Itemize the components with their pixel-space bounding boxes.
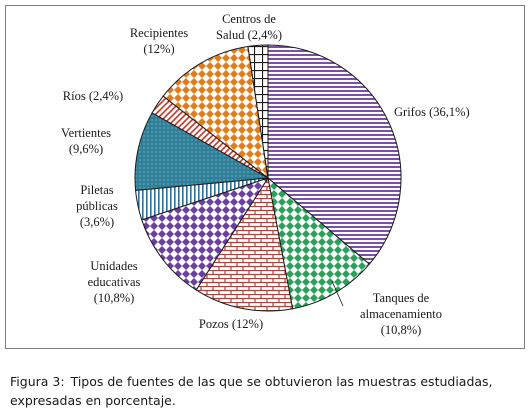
slice-label-vertientes: Vertientes (9,6%)	[61, 126, 111, 156]
slice-label-unidades: Unidades educativas (10,8%)	[88, 259, 141, 305]
pie-slice-grifos	[267, 44, 402, 265]
caption-text: Tipos de fuentes de las que se obtuviero…	[10, 374, 493, 408]
pie-slice-vertientes	[134, 112, 270, 191]
caption-label: Figura 3:	[10, 374, 65, 389]
pie-slice-unidades	[141, 177, 270, 291]
slice-label-rios: Ríos (2,4%)	[63, 89, 123, 103]
leader-lines	[331, 280, 344, 307]
slice-label-pozos: Pozos (12%)	[199, 317, 263, 331]
slice-label-piletas: Piletas públicas (3,6%)	[76, 183, 118, 229]
pie-slice-recipientes	[162, 45, 269, 180]
pie-slice-centros	[247, 44, 269, 179]
pie-slice-pozos	[195, 176, 294, 312]
slice-label-recipientes: Recipientes (12%)	[130, 26, 188, 56]
chart-frame: Grifos (36,1%) Tanques de almacenamiento (1…	[5, 5, 525, 349]
pie-chart: Grifos (36,1%) Tanques de almacenamiento (1…	[61, 12, 470, 337]
pie-slices	[134, 44, 402, 312]
figure-caption: Figura 3: Tipos de fuentes de las que se …	[10, 372, 522, 410]
slice-label-centros: Centros de Salud (2,4%)	[216, 12, 282, 42]
leader-line-tanques	[331, 280, 344, 307]
slice-label-tanques: Tanques de almacenamiento (10,8%)	[360, 291, 442, 337]
slice-label-grifos: Grifos (36,1%)	[394, 105, 470, 119]
slice-labels: Grifos (36,1%) Tanques de almacenamiento (1…	[61, 12, 470, 337]
pie-slice-tanques	[267, 176, 371, 310]
